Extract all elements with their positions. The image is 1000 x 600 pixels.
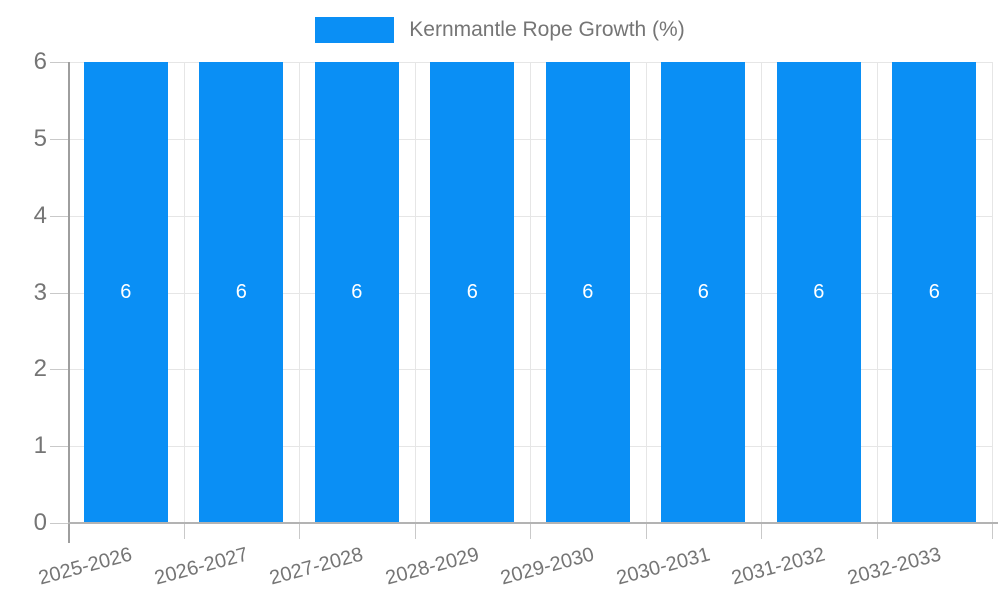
bar-value-label: 6 xyxy=(582,280,594,303)
x-axis-tick xyxy=(761,523,762,539)
gridline-vertical xyxy=(530,62,531,523)
x-axis-tick-label: 2026-2027 xyxy=(151,543,250,590)
x-axis-tick xyxy=(183,523,185,539)
bar: 6 xyxy=(199,62,284,523)
y-axis-tick-label: 4 xyxy=(33,201,47,229)
bar: 6 xyxy=(430,62,515,523)
gridline-vertical xyxy=(183,62,185,523)
y-axis-tick xyxy=(50,215,68,217)
bar: 6 xyxy=(776,62,861,523)
y-axis-tick-label: 0 xyxy=(33,509,47,536)
bar-value-label: 6 xyxy=(813,280,825,303)
x-axis-tick xyxy=(530,523,531,539)
x-axis-tick xyxy=(414,523,416,539)
x-axis-tick xyxy=(299,523,300,539)
gridline-vertical xyxy=(414,62,416,523)
y-axis-tick xyxy=(50,138,68,140)
gridline-vertical xyxy=(992,62,993,523)
bar-value-label: 6 xyxy=(235,280,247,303)
legend[interactable]: Kernmantle Rope Growth (%) xyxy=(0,17,1000,43)
bar-value-label: 6 xyxy=(351,280,363,303)
x-axis-tick-label: 2029-2030 xyxy=(498,543,597,590)
legend-swatch xyxy=(315,17,395,43)
x-axis-tick-label: 2025-2026 xyxy=(36,543,135,590)
x-axis-tick-label: 2027-2028 xyxy=(267,543,366,590)
y-axis-tick xyxy=(50,523,68,524)
bar-value-label: 6 xyxy=(928,280,940,303)
bar-value-label: 6 xyxy=(466,280,478,303)
x-axis-tick-label: 2032-2033 xyxy=(844,543,943,590)
x-axis-tick-label: 2028-2029 xyxy=(382,543,481,590)
x-axis-tick xyxy=(992,523,993,539)
bar-value-label: 6 xyxy=(697,280,709,303)
y-axis-line xyxy=(68,62,70,543)
gridline-vertical xyxy=(299,62,300,523)
bar: 6 xyxy=(314,62,399,523)
y-axis-tick xyxy=(50,292,68,294)
y-axis-tick-label: 2 xyxy=(33,355,47,383)
bar: 6 xyxy=(83,62,168,523)
x-axis-line xyxy=(68,522,998,524)
y-axis-tick-label: 1 xyxy=(33,432,47,460)
gridline-vertical xyxy=(876,62,878,523)
bar: 6 xyxy=(892,62,977,523)
y-axis-tick-label: 5 xyxy=(33,124,47,152)
plot-area: 6 6 6 6 6 6 6 6 xyxy=(68,62,993,523)
bar-value-label: 6 xyxy=(120,280,132,303)
y-axis-tick xyxy=(50,446,68,448)
legend-label: Kernmantle Rope Growth (%) xyxy=(409,18,685,41)
bar: 6 xyxy=(545,62,630,523)
y-axis-tick-label: 3 xyxy=(33,278,47,306)
x-axis-tick xyxy=(645,523,647,539)
y-axis-tick xyxy=(50,62,68,63)
x-axis-tick-label: 2030-2031 xyxy=(613,543,712,590)
gridline-vertical xyxy=(761,62,762,523)
x-axis-tick xyxy=(876,523,878,539)
y-axis-tick-label: 6 xyxy=(33,48,47,75)
bar: 6 xyxy=(661,62,746,523)
gridline-vertical xyxy=(645,62,647,523)
x-axis-tick-label: 2031-2032 xyxy=(729,543,828,590)
y-axis-tick xyxy=(50,369,68,371)
